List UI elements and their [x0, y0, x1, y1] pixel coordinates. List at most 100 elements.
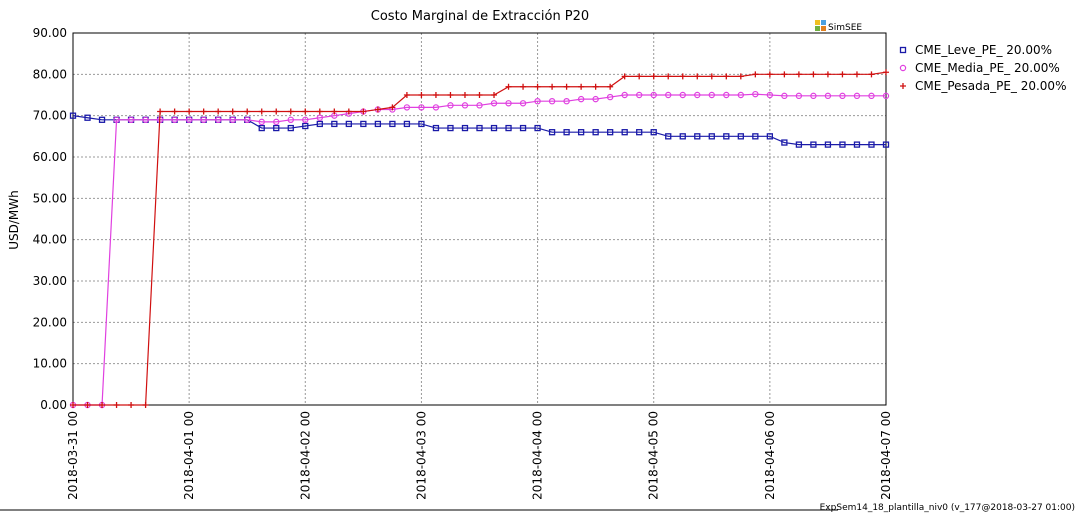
data-point [389, 120, 396, 128]
data-point [418, 92, 425, 98]
data-point [868, 141, 875, 148]
data-point [200, 108, 207, 115]
data-point [142, 402, 149, 408]
data-point [781, 92, 788, 100]
legend-label: CME_Media_PE_ 20.00% [915, 61, 1060, 75]
data-point [883, 69, 889, 76]
data-point [694, 73, 701, 80]
data-point [665, 133, 672, 140]
data-point [679, 91, 686, 99]
y-tick-label: 60.00 [33, 150, 67, 164]
data-point [186, 108, 193, 115]
data-point [534, 97, 541, 105]
logo-square [821, 26, 826, 31]
data-point [679, 133, 686, 140]
y-tick-label: 40.00 [33, 233, 67, 247]
data-point [316, 120, 323, 128]
data-point [418, 104, 425, 111]
x-tick-label: 2018-03-31 00 [66, 411, 80, 500]
data-point [607, 83, 614, 90]
data-point [200, 116, 207, 124]
data-point [795, 92, 803, 100]
data-point [476, 102, 483, 109]
legend-label: CME_Pesada_PE_ 20.00% [915, 79, 1066, 93]
legend-marker [900, 83, 906, 89]
data-point [505, 83, 512, 90]
data-point [244, 108, 251, 115]
data-point [563, 97, 570, 105]
data-point [708, 133, 715, 140]
logo-text: SimSEE [828, 23, 862, 33]
data-point [766, 133, 774, 140]
legend-label: CME_Leve_PE_ 20.00% [915, 43, 1052, 57]
data-point [287, 108, 294, 115]
y-tick-label: 80.00 [33, 67, 67, 81]
x-tick-label: 2018-04-05 00 [647, 411, 661, 500]
data-point [84, 114, 91, 121]
x-tick-label: 2018-04-06 00 [763, 411, 777, 500]
footer: ExpSem14_18_plantilla_niv0 (v_177@2018-0… [820, 503, 1075, 513]
data-point [766, 91, 774, 99]
data-point [578, 83, 585, 90]
data-point [766, 71, 773, 78]
data-point [795, 71, 802, 78]
data-point [505, 124, 512, 132]
data-point [606, 93, 614, 101]
data-point [708, 73, 715, 80]
data-point [723, 73, 730, 80]
data-point [839, 141, 846, 148]
data-point [636, 129, 643, 136]
data-point [795, 141, 803, 148]
data-point [432, 124, 440, 132]
y-tick-label: 10.00 [33, 357, 67, 371]
x-tick-label: 2018-04-01 00 [182, 411, 196, 500]
data-point [229, 116, 236, 124]
data-point [461, 124, 469, 132]
data-point [113, 116, 120, 124]
data-point [694, 91, 701, 99]
data-point [403, 92, 410, 98]
plot-frame [72, 32, 887, 406]
data-point [171, 116, 178, 124]
data-point [302, 122, 309, 130]
data-point [345, 108, 352, 115]
x-tick-label: 2018-04-03 00 [414, 411, 428, 500]
data-point [534, 124, 541, 132]
data-point [99, 402, 106, 408]
data-point [258, 118, 265, 126]
data-point [520, 83, 527, 90]
data-point [229, 108, 236, 115]
y-tick-label: 30.00 [33, 274, 67, 288]
data-point [418, 120, 425, 128]
data-point [607, 129, 614, 136]
data-point [244, 116, 251, 124]
data-point [461, 92, 468, 98]
data-point [316, 108, 323, 115]
data-point [273, 124, 280, 132]
y-tick-label: 90.00 [33, 26, 67, 40]
data-point [868, 92, 875, 100]
data-point [360, 120, 367, 128]
data-point [592, 83, 599, 90]
data-point [113, 402, 120, 408]
data-point [621, 91, 628, 99]
data-point [650, 91, 657, 99]
data-point [737, 133, 744, 140]
data-point [534, 83, 541, 90]
data-point [853, 141, 861, 148]
data-point [723, 91, 730, 99]
data-point [432, 104, 440, 111]
data-point [214, 116, 222, 124]
data-point [549, 83, 556, 90]
data-point [679, 73, 686, 80]
data-point [374, 106, 381, 113]
data-point [621, 73, 628, 80]
data-point [752, 133, 759, 140]
data-point [331, 120, 338, 128]
data-point [287, 116, 294, 124]
data-point [563, 83, 570, 90]
data-point [708, 91, 715, 99]
